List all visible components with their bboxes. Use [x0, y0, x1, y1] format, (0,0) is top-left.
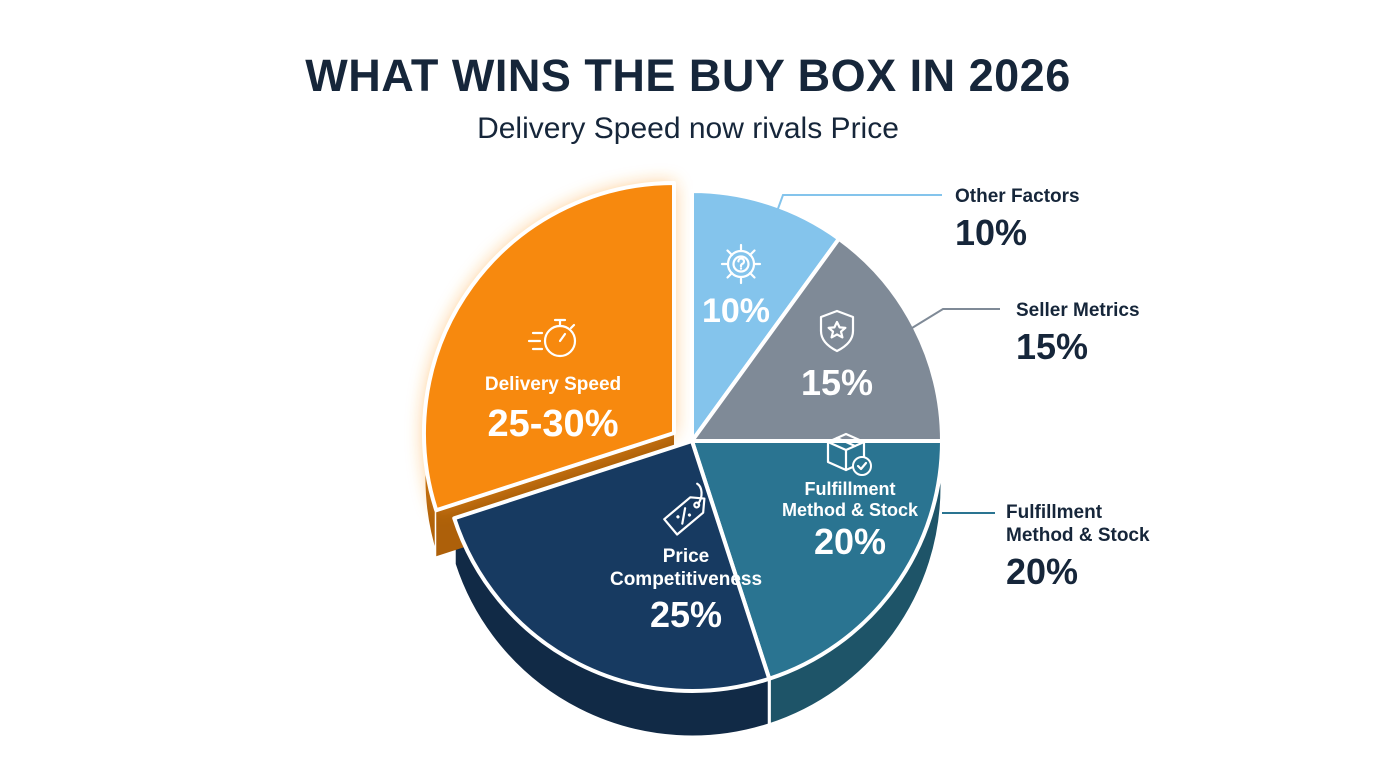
inner-label-price-line1: Price [663, 546, 709, 567]
inner-label-delivery-name: Delivery Speed [485, 374, 621, 395]
inner-label-price-value: 25% [650, 594, 722, 635]
callout-other-value: 10% [955, 212, 1027, 253]
chart-title: WHAT WINS THE BUY BOX IN 2026 [305, 50, 1071, 101]
slice-price-competitiveness[interactable] [452, 439, 772, 693]
slice-delivery-speed[interactable] [422, 181, 676, 513]
box-check-icon [826, 432, 872, 476]
callout-seller-value: 15% [1016, 326, 1088, 367]
callout-line-seller [911, 308, 1000, 329]
inner-label-fulfillment-line1: Fulfillment [805, 479, 896, 499]
slice-fulfillment-method-stock[interactable] [690, 439, 944, 681]
question-gear-icon [720, 243, 762, 285]
inner-label-fulfillment-value: 20% [814, 521, 886, 562]
callout-fulfillment-line2: Method & Stock [1006, 525, 1150, 546]
inner-label-fulfillment-line2: Method & Stock [782, 500, 919, 520]
stopwatch-icon [527, 318, 577, 358]
callout-other-name: Other Factors [955, 186, 1080, 207]
inner-label-price-line2: Competitiveness [610, 569, 762, 590]
inner-label-other-value: 10% [702, 292, 770, 330]
chart-subtitle: Delivery Speed now rivals Price [477, 112, 899, 145]
pie-top-layer [422, 181, 944, 693]
callout-fulfillment-value: 20% [1006, 551, 1078, 592]
price-tag-icon [663, 482, 706, 536]
slice-other-factors[interactable] [690, 189, 841, 443]
slice-seller-metrics[interactable] [690, 236, 944, 443]
inner-label-seller-value: 15% [801, 362, 873, 403]
callout-seller-name: Seller Metrics [1016, 300, 1140, 321]
inner-label-delivery-value: 25-30% [488, 403, 619, 445]
shield-star-icon [819, 309, 855, 353]
callout-fulfillment-line1: Fulfillment [1006, 502, 1103, 523]
callout-line-other [771, 194, 942, 226]
